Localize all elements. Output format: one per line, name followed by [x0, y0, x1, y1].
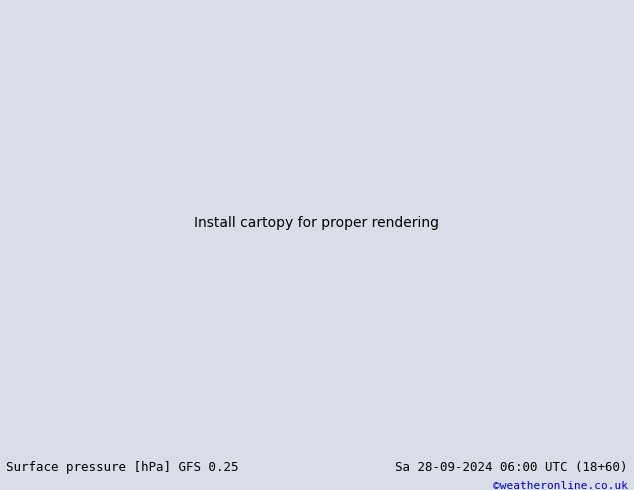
- Text: Sa 28-09-2024 06:00 UTC (18+60): Sa 28-09-2024 06:00 UTC (18+60): [395, 461, 628, 474]
- Text: Surface pressure [hPa] GFS 0.25: Surface pressure [hPa] GFS 0.25: [6, 461, 239, 474]
- Text: ©weatheronline.co.uk: ©weatheronline.co.uk: [493, 481, 628, 490]
- Text: Install cartopy for proper rendering: Install cartopy for proper rendering: [195, 216, 439, 230]
